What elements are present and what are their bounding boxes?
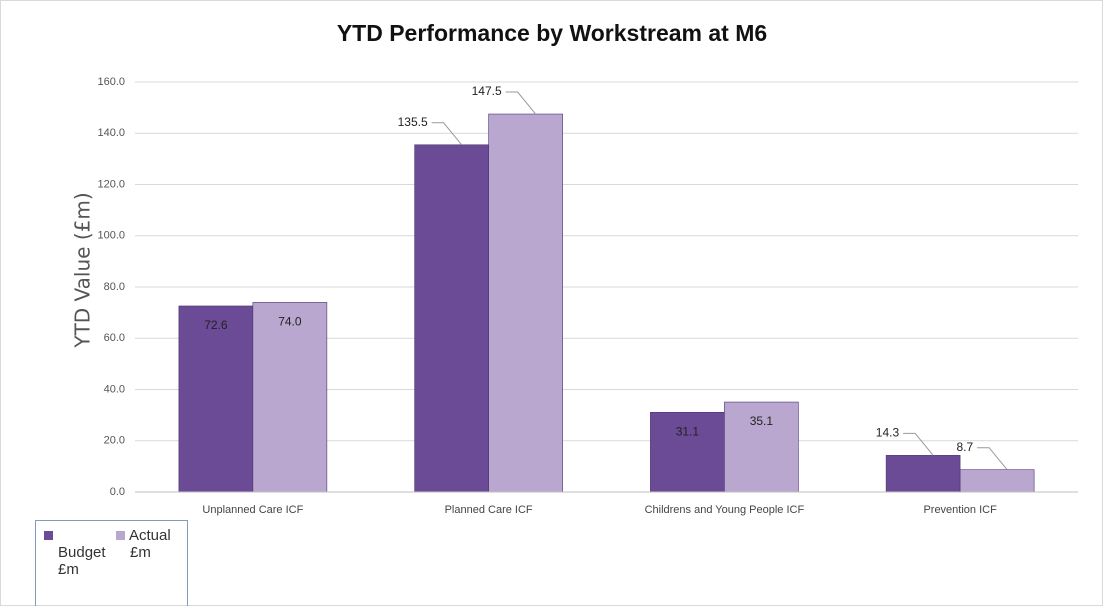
legend-label: Actual £m [116,527,176,561]
y-tick-label: 60.0 [104,332,125,344]
bar [488,113,563,493]
data-label: 74.0 [278,315,302,329]
x-tick-label: Prevention ICF [923,504,997,516]
legend-item: Budget £m [44,527,106,600]
x-tick-label: Unplanned Care ICF [202,504,303,516]
leader-line [431,122,463,146]
data-label: 147.5 [472,84,502,98]
legend-swatch [44,531,53,540]
leader-line [977,447,1008,471]
bar [885,455,961,493]
leader-line [505,91,537,115]
x-tick-label: Planned Care ICF [445,504,533,516]
data-label: 14.3 [876,426,900,440]
chart-title: YTD Performance by Workstream at M6 [337,20,767,46]
data-label: 35.1 [750,414,774,428]
leader-line [903,432,934,456]
legend-swatch [116,531,125,540]
legend: Budget £m Actual £m [35,520,188,606]
y-tick-label: 20.0 [104,435,125,447]
y-axis-label: YTD Value (£m) [71,192,95,348]
legend-item: Actual £m [116,527,176,600]
bar [414,144,489,493]
data-label: 31.1 [676,424,700,438]
data-label: 72.6 [204,318,228,332]
y-tick-label: 160.0 [97,76,125,88]
legend-label: Budget £m [44,527,106,578]
bar [959,469,1035,493]
bar [252,302,328,493]
y-tick-label: 0.0 [110,486,125,498]
y-tick-label: 100.0 [97,230,125,242]
data-label: 8.7 [956,440,973,454]
y-tick-label: 120.0 [97,178,125,190]
data-label: 135.5 [398,115,428,129]
y-tick-label: 40.0 [104,383,125,395]
y-tick-label: 80.0 [104,281,125,293]
y-tick-label: 140.0 [97,127,125,139]
bar [650,412,725,493]
bar [178,305,254,493]
x-tick-label: Childrens and Young People ICF [645,504,805,516]
bar [724,401,799,493]
